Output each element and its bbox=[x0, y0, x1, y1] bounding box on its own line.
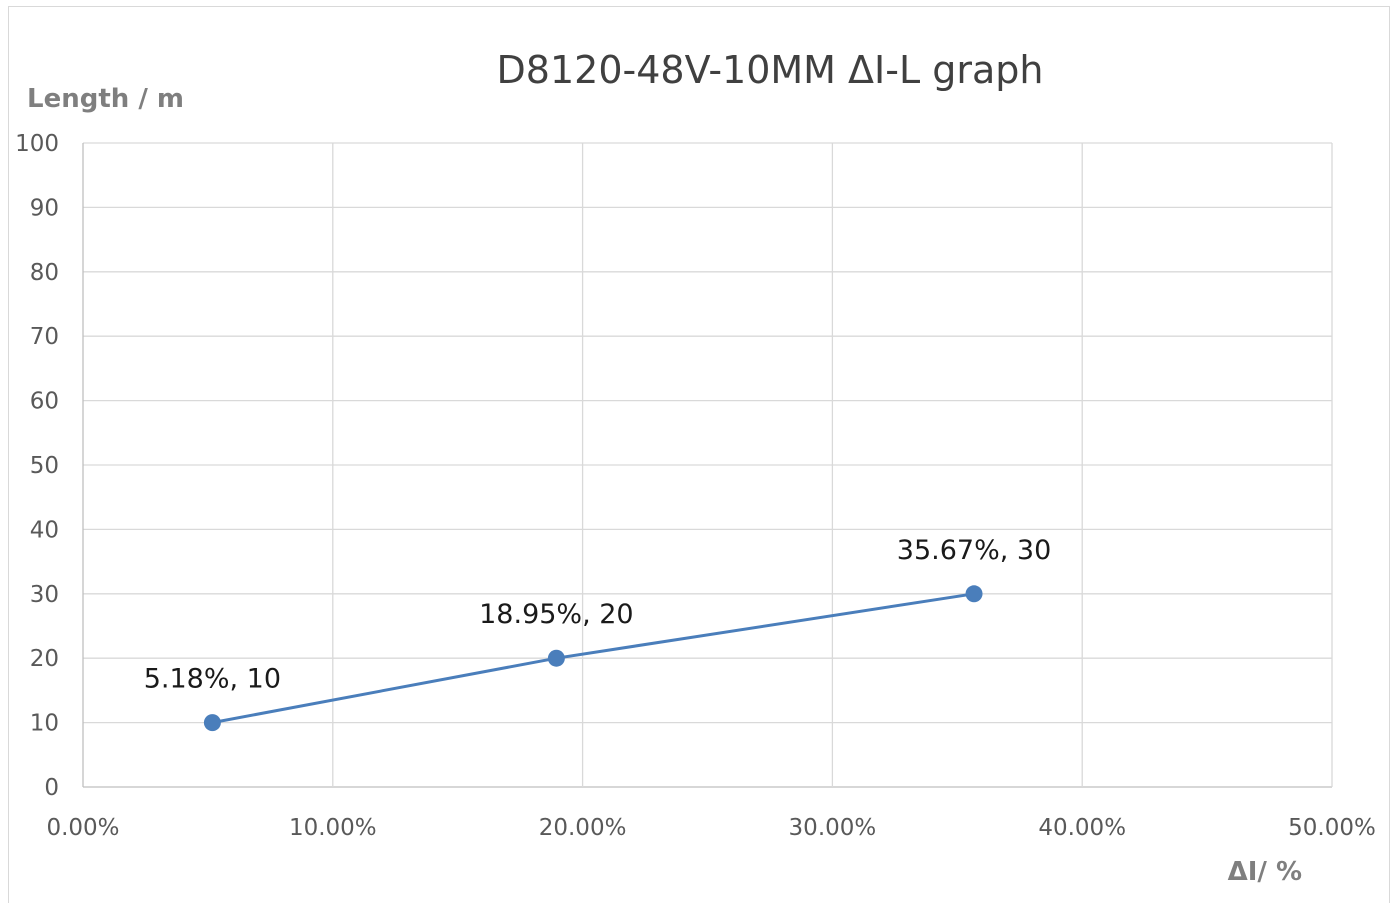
tick-labels: 0 10 20 30 40 50 60 70 80 90 100 0.00% 10.00% 20.00% 3… bbox=[15, 131, 1376, 841]
x-tick-label: 0.00% bbox=[46, 815, 119, 841]
data-label: 18.95%, 20 bbox=[479, 599, 633, 630]
y-tick-label: 0 bbox=[44, 775, 59, 801]
chart-title: D8120-48V-10MM ΔI-L graph bbox=[497, 48, 1044, 92]
data-label: 5.18%, 10 bbox=[144, 664, 281, 695]
gridlines bbox=[82, 142, 1333, 788]
y-tick-label: 70 bbox=[30, 324, 59, 350]
y-tick-label: 30 bbox=[30, 582, 59, 608]
x-axis-title: ΔI/ % bbox=[1228, 857, 1302, 887]
chart-frame bbox=[8, 6, 1390, 903]
y-tick-label: 80 bbox=[30, 260, 59, 286]
x-tick-label: 50.00% bbox=[1288, 815, 1376, 841]
x-tick-label: 10.00% bbox=[289, 815, 377, 841]
data-label: 35.67%, 30 bbox=[897, 535, 1051, 566]
y-tick-label: 20 bbox=[30, 646, 59, 672]
y-tick-label: 90 bbox=[30, 195, 59, 221]
y-tick-label: 50 bbox=[30, 453, 59, 479]
data-labels: 5.18%, 10 18.95%, 20 35.67%, 30 bbox=[144, 535, 1052, 695]
x-tick-label: 30.00% bbox=[789, 815, 877, 841]
y-axis-title: Length / m bbox=[27, 84, 184, 114]
y-tick-label: 60 bbox=[30, 389, 59, 415]
x-tick-label: 20.00% bbox=[539, 815, 627, 841]
y-tick-label: 100 bbox=[15, 131, 59, 157]
x-tick-label: 40.00% bbox=[1038, 815, 1126, 841]
data-point bbox=[965, 585, 983, 603]
y-tick-label: 40 bbox=[30, 517, 59, 543]
data-point bbox=[547, 649, 565, 667]
data-point bbox=[203, 714, 221, 732]
y-tick-label: 10 bbox=[30, 711, 59, 737]
series bbox=[203, 585, 983, 732]
